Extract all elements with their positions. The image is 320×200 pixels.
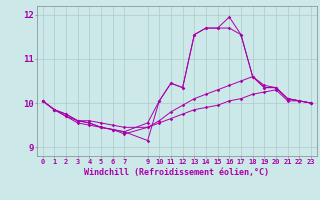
X-axis label: Windchill (Refroidissement éolien,°C): Windchill (Refroidissement éolien,°C) xyxy=(84,168,269,177)
